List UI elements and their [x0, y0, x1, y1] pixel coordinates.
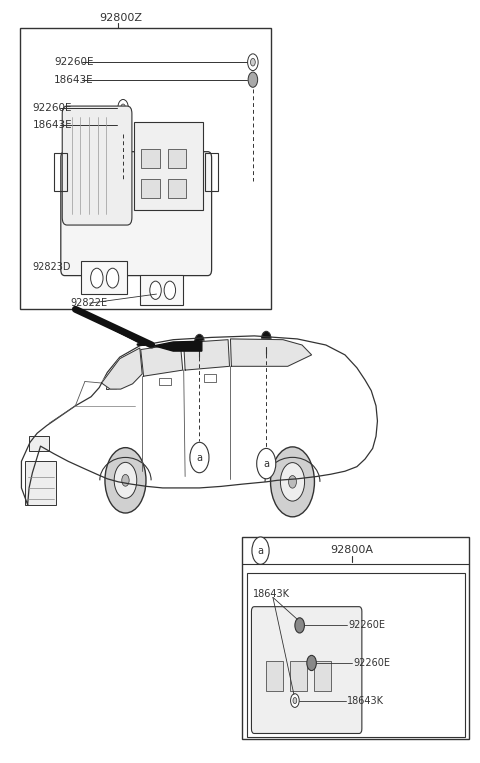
- Bar: [242, 537, 469, 739]
- Bar: [142, 179, 159, 198]
- Circle shape: [105, 448, 146, 513]
- Polygon shape: [154, 341, 202, 351]
- Bar: [168, 179, 186, 198]
- Bar: [140, 275, 183, 305]
- Polygon shape: [184, 340, 229, 370]
- Text: 92822E: 92822E: [71, 298, 108, 308]
- Circle shape: [280, 462, 305, 501]
- Bar: [266, 661, 283, 691]
- Bar: [205, 153, 218, 191]
- Bar: [247, 573, 465, 736]
- Text: 92260E: 92260E: [54, 57, 94, 67]
- Text: 92800Z: 92800Z: [99, 13, 142, 23]
- Circle shape: [150, 281, 161, 299]
- Bar: [168, 149, 186, 168]
- Circle shape: [118, 99, 128, 116]
- Circle shape: [288, 475, 297, 488]
- FancyBboxPatch shape: [62, 106, 132, 225]
- Bar: [204, 374, 216, 382]
- Circle shape: [190, 443, 209, 473]
- Text: a: a: [263, 459, 269, 468]
- Text: 92823D: 92823D: [33, 262, 71, 272]
- Text: 92800A: 92800A: [331, 546, 373, 555]
- Bar: [107, 379, 116, 389]
- Circle shape: [290, 694, 299, 707]
- Bar: [314, 661, 331, 691]
- Bar: [54, 153, 67, 191]
- Circle shape: [164, 281, 176, 299]
- FancyBboxPatch shape: [61, 152, 212, 275]
- Circle shape: [107, 269, 119, 288]
- Circle shape: [252, 537, 269, 565]
- Circle shape: [195, 334, 204, 349]
- Bar: [29, 436, 49, 452]
- Circle shape: [122, 475, 129, 486]
- Circle shape: [248, 72, 258, 87]
- Text: a: a: [258, 546, 264, 555]
- Text: 18643K: 18643K: [348, 696, 384, 706]
- Circle shape: [257, 449, 276, 479]
- Text: a: a: [196, 452, 203, 462]
- Circle shape: [307, 655, 316, 671]
- Circle shape: [271, 447, 314, 517]
- Bar: [290, 661, 307, 691]
- Circle shape: [262, 331, 271, 346]
- Bar: [134, 122, 203, 210]
- Circle shape: [91, 269, 103, 288]
- Text: 18643E: 18643E: [54, 75, 94, 85]
- Circle shape: [251, 59, 255, 66]
- Polygon shape: [230, 339, 312, 366]
- Circle shape: [295, 618, 304, 633]
- Bar: [81, 262, 127, 294]
- Text: 18643E: 18643E: [33, 121, 72, 130]
- Text: 92260E: 92260E: [353, 658, 390, 668]
- Circle shape: [248, 54, 258, 70]
- Bar: [25, 462, 56, 504]
- Polygon shape: [102, 348, 142, 389]
- Polygon shape: [141, 343, 183, 376]
- FancyBboxPatch shape: [252, 607, 362, 733]
- Bar: [142, 149, 159, 168]
- Circle shape: [118, 118, 128, 133]
- Text: 18643K: 18643K: [253, 589, 290, 600]
- Circle shape: [120, 104, 125, 111]
- Text: 92260E: 92260E: [33, 103, 72, 113]
- Circle shape: [293, 697, 297, 703]
- Bar: [21, 28, 271, 309]
- Bar: [159, 378, 171, 385]
- Circle shape: [114, 462, 137, 498]
- Text: 92260E: 92260E: [348, 620, 385, 630]
